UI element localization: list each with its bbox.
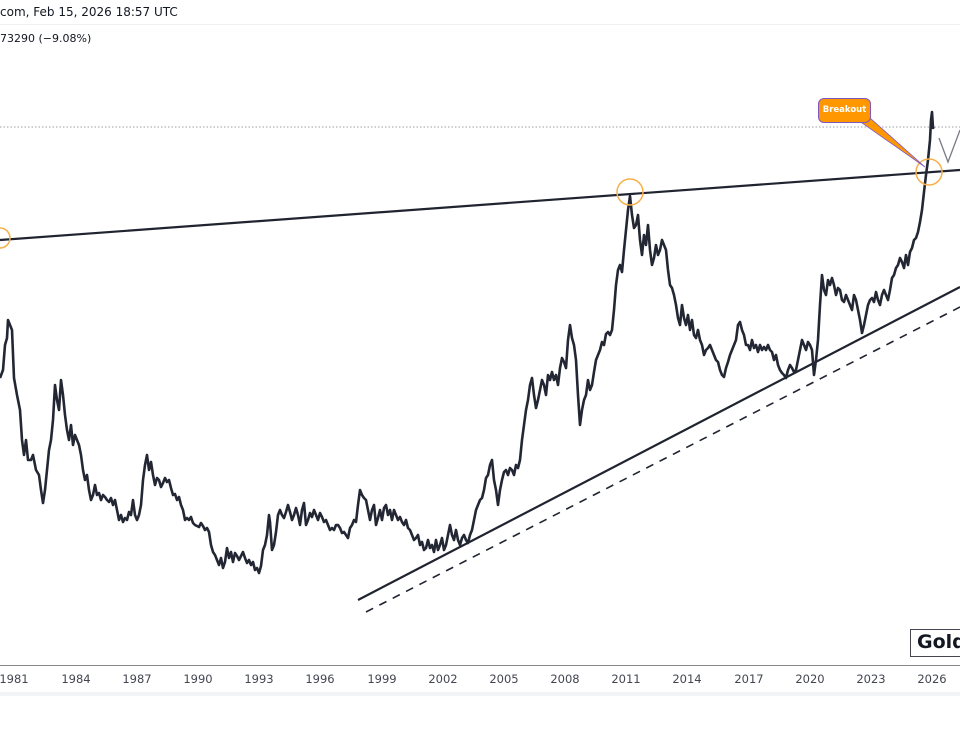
x-tick: 2005	[489, 672, 519, 686]
x-axis-labels: 1981 1984 1987 1990 1993 1996 1999 2002 …	[0, 672, 960, 690]
x-tick: 1981	[0, 672, 29, 686]
gold-label-box: Gold	[910, 629, 960, 657]
x-tick: 2023	[856, 672, 886, 686]
callout-pointer	[853, 117, 926, 168]
x-tick: 1999	[367, 672, 397, 686]
x-tick: 2020	[795, 672, 825, 686]
v-mark	[938, 129, 960, 164]
breakout-circle	[915, 158, 943, 186]
x-tick: 2026	[917, 672, 947, 686]
support-trendline[interactable]	[357, 286, 960, 601]
x-axis-band	[0, 692, 960, 696]
x-tick: 2011	[611, 672, 641, 686]
x-tick: 1984	[61, 672, 91, 686]
price-line	[0, 110, 935, 575]
x-tick: 1996	[305, 672, 335, 686]
x-axis-line	[0, 665, 960, 666]
x-tick: 2002	[428, 672, 458, 686]
x-tick: 1987	[122, 672, 152, 686]
touch-circle-1980	[0, 227, 11, 249]
touch-circle-2011	[616, 178, 644, 206]
price-change-readout: 73290 (−9.08%)	[0, 32, 92, 45]
breakout-callout[interactable]: Breakout	[818, 98, 871, 123]
resistance-trendline[interactable]	[0, 168, 960, 242]
header-divider	[0, 24, 960, 25]
x-tick: 2014	[672, 672, 702, 686]
x-tick: 2008	[550, 672, 580, 686]
x-tick: 1990	[183, 672, 213, 686]
support-dashed-trendline[interactable]	[365, 306, 960, 613]
chart-source-header: com, Feb 15, 2026 18:57 UTC	[0, 5, 178, 19]
x-tick: 2017	[734, 672, 764, 686]
x-tick: 1993	[244, 672, 274, 686]
